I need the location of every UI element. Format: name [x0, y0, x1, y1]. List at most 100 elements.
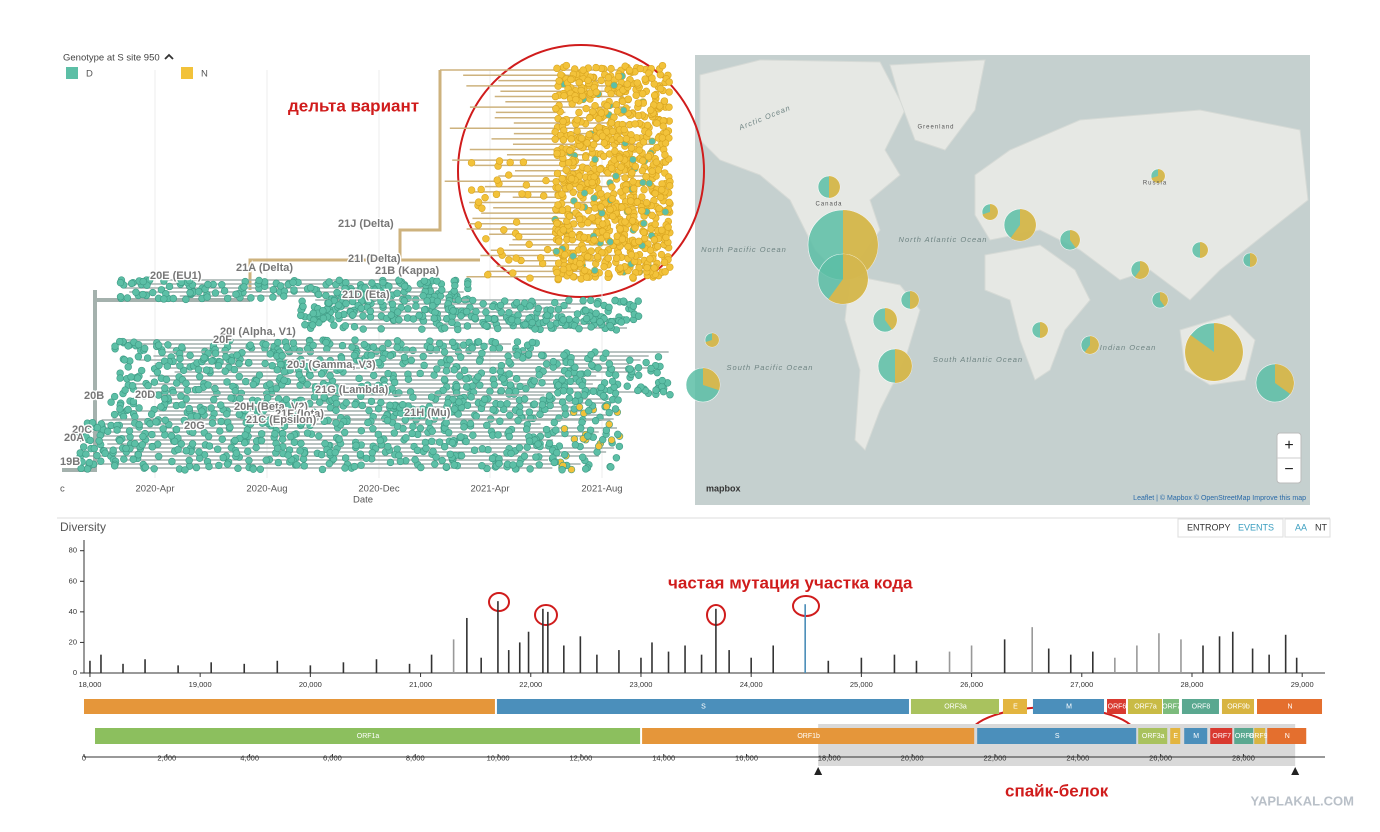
tree-tip: [186, 351, 194, 360]
tree-tip: [600, 263, 608, 271]
peak-circle: [792, 595, 820, 617]
tree-tip: [341, 464, 349, 472]
tree-tip: [462, 375, 470, 383]
tree-tip: [349, 311, 357, 319]
tree-tip: [561, 404, 569, 412]
clade-label: 21F (Iota): [275, 408, 324, 420]
clade-label: 21C (Epsilon): [246, 414, 317, 426]
date-tick-label: 2020-Dec: [358, 484, 399, 495]
tree-tip: [349, 288, 357, 297]
tree-tip: [661, 151, 669, 159]
tree-tip: [451, 281, 459, 290]
tree-tip: [194, 365, 203, 374]
entropy-toggle[interactable]: [1177, 518, 1284, 538]
tree-tip: [577, 86, 585, 95]
tree-tip: [665, 88, 673, 96]
zoom-in-button[interactable]: +: [1284, 437, 1293, 454]
tree-tip: [111, 342, 119, 350]
zoom-handle[interactable]: [814, 767, 823, 775]
tree-tip: [127, 279, 136, 288]
map-pie-slice: [705, 333, 719, 347]
toggle-button[interactable]: NT: [1315, 522, 1327, 532]
tree-tip: [364, 418, 372, 427]
tree-tip: [636, 64, 645, 73]
zoom-control[interactable]: [1276, 432, 1302, 484]
tree-tip: [552, 177, 560, 186]
aa-nt-toggle[interactable]: [1284, 518, 1331, 538]
tree-tip: [195, 287, 203, 296]
tree-tip: [140, 344, 149, 353]
tree-tip: [540, 192, 548, 200]
gene-label: ORF9b: [1227, 703, 1250, 710]
map-attribution[interactable]: Leaflet | © Mapbox © OpenStreetMap Impro…: [1133, 494, 1306, 502]
tree-tip: [266, 380, 274, 388]
legend-toggle[interactable]: [164, 53, 174, 60]
tree-tip: [523, 443, 531, 451]
tree-tip: [647, 364, 655, 373]
toggle-button[interactable]: ENTROPY: [1187, 522, 1231, 532]
tree-tip: [450, 366, 458, 374]
clade-label: 21D (Eta): [342, 289, 390, 301]
tree-tip: [545, 439, 554, 448]
x-tick-label: 28,000: [1181, 680, 1204, 689]
map-pie-slice: [1070, 230, 1080, 249]
tree-tip: [554, 305, 563, 313]
tree-tip: [506, 158, 514, 167]
tree-tip: [620, 125, 628, 134]
tree-tip: [590, 140, 598, 149]
x-tick-label: 21,000: [409, 680, 432, 689]
tree-tip: [598, 220, 607, 228]
tree-tip: [90, 444, 99, 453]
legend-label: N: [201, 69, 208, 80]
tree-tip: [282, 343, 291, 351]
tree-tip: [377, 325, 385, 333]
tree-tip: [169, 388, 177, 397]
tree-tip: [528, 318, 537, 327]
date-tick-label: 2021-Apr: [470, 484, 509, 495]
gene-block: [1210, 728, 1233, 744]
tree-tip: [592, 63, 600, 72]
tree-tip: [181, 466, 189, 474]
tree-tip: [403, 407, 412, 415]
tree-tip: [589, 387, 598, 395]
tree-tip: [613, 107, 622, 115]
tree: [62, 61, 674, 478]
genome-tick-label: 2,000: [157, 753, 176, 762]
tree-tip: [575, 403, 584, 411]
gene-block: [1032, 699, 1105, 714]
gene-block: [977, 728, 1137, 744]
tree-tip: [314, 290, 323, 299]
x-tick-label: 27,000: [1070, 680, 1093, 689]
tree-tip: [342, 299, 350, 308]
tree-tip: [326, 356, 335, 365]
tree-tip: [341, 284, 349, 293]
tree-tip: [356, 357, 364, 365]
tree-tip: [322, 338, 330, 347]
tree-tip: [153, 368, 162, 376]
zoom-out-button[interactable]: −: [1284, 461, 1293, 478]
tree-tip: [522, 181, 531, 189]
clade-label: 20G: [184, 420, 205, 432]
tree-tip: [359, 325, 367, 333]
tree-tip: [430, 415, 438, 423]
tree-tip: [242, 377, 250, 386]
tree-tip: [211, 289, 220, 297]
toggle-button[interactable]: EVENTS: [1238, 522, 1274, 532]
tree-tip: [306, 371, 314, 380]
tree-tip: [319, 314, 328, 323]
tree-tip: [223, 378, 231, 386]
tree-tip: [582, 314, 591, 323]
tree-tip: [515, 443, 524, 452]
tree-tip: [195, 372, 204, 381]
tree-tip: [185, 456, 193, 465]
tree-tip: [648, 167, 656, 175]
toggle-button[interactable]: AA: [1295, 522, 1307, 532]
zoom-handle[interactable]: [1291, 767, 1300, 775]
tree-tip: [332, 399, 341, 408]
tree-tip: [448, 438, 457, 447]
tree-tip: [355, 374, 363, 383]
tree-tip: [369, 343, 378, 351]
x-tick-label: 29,000: [1291, 680, 1314, 689]
tree-tip: [364, 297, 373, 305]
tree-tip: [262, 456, 270, 464]
